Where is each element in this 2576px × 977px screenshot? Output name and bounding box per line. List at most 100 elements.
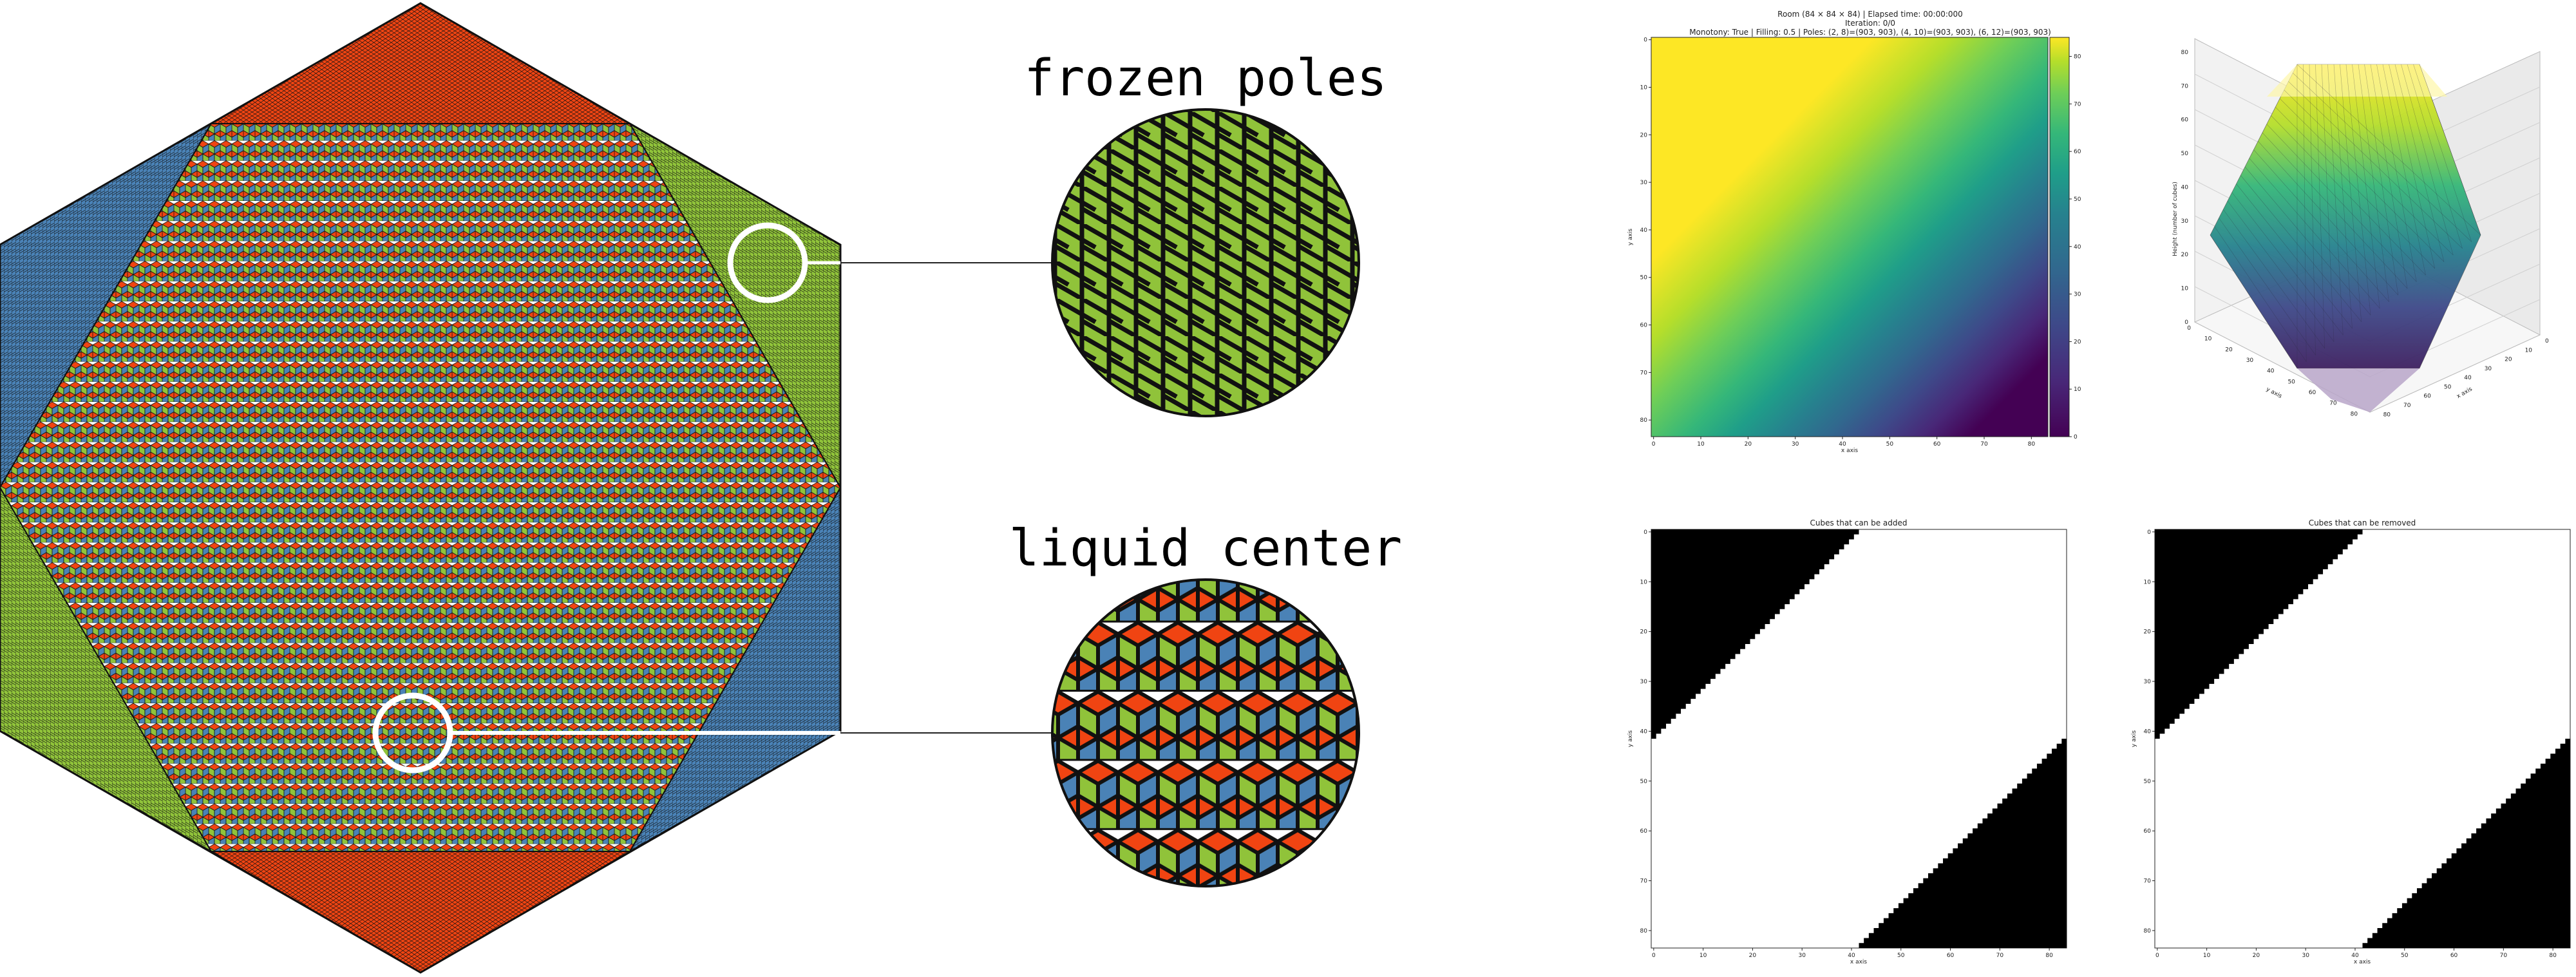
added-title: Cubes that can be added xyxy=(1810,518,1907,527)
heatmap-x-ticks: 0 10 20 30 40 50 60 70 80 xyxy=(1652,437,2036,448)
surface-xlabel: x axis xyxy=(2456,386,2474,400)
height-heatmap-plot: Room (84 × 84 × 84) | Elapsed time: 00:0… xyxy=(1627,10,2081,454)
heatmap-xtick-40: 40 xyxy=(1839,441,1846,448)
added-ytick-20: 20 xyxy=(1640,629,1648,636)
heatmap-xtick-70: 70 xyxy=(1980,441,1988,448)
colorbar-tick-70: 70 xyxy=(2074,101,2081,108)
added-xtick-70: 70 xyxy=(1996,953,2004,959)
surface-ytick-40: 40 xyxy=(2267,368,2275,375)
heatmap-xtick-50: 50 xyxy=(1886,441,1894,448)
removed-xtick-30: 30 xyxy=(2302,953,2309,959)
surface-ytick-20: 20 xyxy=(2225,346,2233,353)
added-xtick-10: 10 xyxy=(1700,953,1707,959)
heatmap-xtick-30: 30 xyxy=(1792,441,1799,448)
zoom-circle-frozen xyxy=(1051,108,1360,417)
surface-z-ticks: 0 10 20 30 40 50 60 70 80 xyxy=(2181,50,2189,326)
removed-xtick-60: 60 xyxy=(2450,953,2458,959)
liquid-center-label: liquid center xyxy=(1009,520,1402,578)
heatmap-y-ticks: 0 10 20 30 40 50 60 70 80 xyxy=(1640,37,1651,424)
removed-ytick-10: 10 xyxy=(2144,579,2152,585)
added-xtick-40: 40 xyxy=(1848,953,1855,959)
added-ytick-0: 0 xyxy=(1643,529,1647,536)
surface-xtick-0: 0 xyxy=(2545,338,2549,345)
surface-ztick-80: 80 xyxy=(2181,50,2189,56)
heatmap-ytick-20: 20 xyxy=(1640,132,1648,138)
added-ytick-70: 70 xyxy=(1640,878,1648,885)
removed-xtick-80: 80 xyxy=(2549,953,2557,959)
removed-ytick-60: 60 xyxy=(2144,828,2152,835)
frozen-poles-label: frozen poles xyxy=(1024,50,1387,108)
zoom-circle-liquid xyxy=(1051,578,1360,887)
removed-xtick-70: 70 xyxy=(2500,953,2508,959)
heatmap-xtick-0: 0 xyxy=(1652,441,1656,448)
colorbar-tick-60: 60 xyxy=(2074,149,2081,155)
heatmap-ytick-60: 60 xyxy=(1640,323,1648,329)
height-surface-3d-plot: 0 10 20 30 40 50 60 70 80 0 10 20 30 40 50 60 70 80 0 10 2… xyxy=(2172,38,2549,418)
surface-ztick-70: 70 xyxy=(2181,83,2189,90)
surface-mesh xyxy=(2210,64,2481,369)
cubes-removed-plot: Cubes that can be removed 0 10 20 30 40 50 60 7… xyxy=(2131,518,2571,965)
heatmap-title-line3: Monotony: True | Filling: 0.5 | Poles: (… xyxy=(1689,28,2051,37)
heatmap-ytick-40: 40 xyxy=(1640,227,1648,234)
heatmap-xtick-80: 80 xyxy=(2028,441,2036,448)
removed-x-ticks: 0 10 20 30 40 50 60 70 80 xyxy=(2155,948,2557,959)
heatmap-xtick-60: 60 xyxy=(1933,441,1941,448)
surface-xtick-20: 20 xyxy=(2505,357,2512,363)
removed-ytick-70: 70 xyxy=(2144,878,2152,885)
added-xtick-20: 20 xyxy=(1749,953,1757,959)
added-xtick-50: 50 xyxy=(1897,953,1905,959)
surface-ytick-60: 60 xyxy=(2309,390,2316,396)
surface-ztick-60: 60 xyxy=(2181,117,2189,124)
surface-zlabel: Height (number of cubes) xyxy=(2172,182,2179,256)
removed-xlabel: x axis xyxy=(2354,959,2371,965)
heatmap-ytick-30: 30 xyxy=(1640,180,1648,186)
removed-title: Cubes that can be removed xyxy=(2309,518,2416,527)
surface-ytick-10: 10 xyxy=(2204,336,2212,343)
colorbar-tick-40: 40 xyxy=(2074,244,2081,251)
added-xtick-0: 0 xyxy=(1652,953,1656,959)
removed-ytick-40: 40 xyxy=(2144,728,2152,735)
removed-ytick-50: 50 xyxy=(2144,779,2152,785)
added-ytick-10: 10 xyxy=(1640,579,1648,585)
zoom-connector-top xyxy=(727,222,1052,303)
heatmap-image xyxy=(1651,37,2049,437)
added-y-ticks: 0 10 20 30 40 50 60 70 80 xyxy=(1640,529,1651,934)
added-black-region-bottom xyxy=(1859,739,2067,948)
heatmap-xtick-10: 10 xyxy=(1697,441,1705,448)
surface-ylabel: y axis xyxy=(2265,386,2283,400)
surface-ztick-30: 30 xyxy=(2181,218,2189,225)
colorbar-tick-80: 80 xyxy=(2074,54,2081,61)
removed-xtick-0: 0 xyxy=(2155,953,2159,959)
surface-y-ticks: 0 10 20 30 40 50 60 70 80 xyxy=(2187,325,2358,417)
colorbar-tick-10: 10 xyxy=(2074,386,2081,393)
removed-ytick-30: 30 xyxy=(2144,679,2152,685)
removed-y-ticks: 0 10 20 30 40 50 60 70 80 xyxy=(2144,529,2155,934)
added-xtick-80: 80 xyxy=(2045,953,2053,959)
surface-ztick-0: 0 xyxy=(2184,319,2188,326)
added-ytick-60: 60 xyxy=(1640,828,1648,835)
surface-ztick-10: 10 xyxy=(2181,286,2189,292)
surface-ztick-40: 40 xyxy=(2181,184,2189,191)
removed-ytick-80: 80 xyxy=(2144,928,2152,934)
added-ytick-50: 50 xyxy=(1640,779,1648,785)
surface-ytick-80: 80 xyxy=(2351,411,2358,417)
removed-xtick-50: 50 xyxy=(2401,953,2409,959)
surface-ztick-50: 50 xyxy=(2181,151,2189,157)
added-x-ticks: 0 10 20 30 40 50 60 70 80 xyxy=(1652,948,2053,959)
heatmap-xtick-20: 20 xyxy=(1745,441,1752,448)
surface-xtick-40: 40 xyxy=(2464,375,2472,381)
added-black-region-top xyxy=(1651,529,1859,739)
added-xtick-30: 30 xyxy=(1798,953,1806,959)
removed-xtick-20: 20 xyxy=(2253,953,2260,959)
heatmap-title-line1: Room (84 × 84 × 84) | Elapsed time: 00:0… xyxy=(1777,10,1963,19)
heatmap-ytick-70: 70 xyxy=(1640,370,1648,376)
added-ytick-30: 30 xyxy=(1640,679,1648,685)
removed-black-region-top xyxy=(2155,529,2363,739)
surface-ytick-0: 0 xyxy=(2187,325,2191,332)
surface-xtick-80: 80 xyxy=(2383,412,2391,418)
surface-xtick-60: 60 xyxy=(2423,394,2431,400)
removed-xtick-10: 10 xyxy=(2203,953,2211,959)
removed-ytick-0: 0 xyxy=(2147,529,2151,536)
surface-xtick-70: 70 xyxy=(2403,403,2411,409)
